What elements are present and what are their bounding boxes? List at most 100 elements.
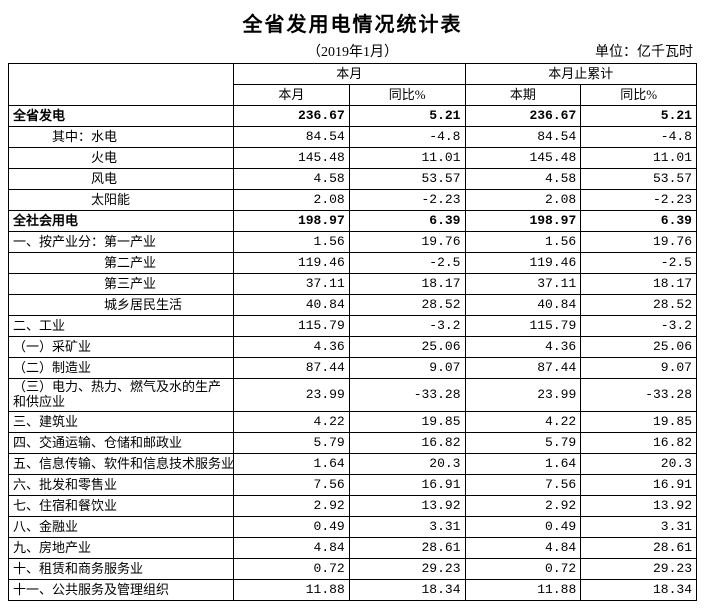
report-title: 全省发用电情况统计表 — [8, 8, 697, 37]
cell-value: 40.84 — [465, 295, 581, 316]
cell-value: 19.85 — [581, 411, 697, 432]
header-group-month: 本月 — [234, 64, 466, 85]
row-label: 三、建筑业 — [9, 411, 234, 432]
row-label: 第二产业 — [9, 253, 234, 274]
table-row: 五、信息传输、软件和信息技术服务业1.6420.31.6420.3 — [9, 453, 697, 474]
cell-value: 7.56 — [234, 474, 350, 495]
cell-value: 6.39 — [581, 211, 697, 232]
table-row: （二）制造业87.449.0787.449.07 — [9, 358, 697, 379]
cell-value: 11.88 — [234, 579, 350, 600]
cell-value: 20.3 — [349, 453, 465, 474]
table-row: 八、金融业0.493.310.493.31 — [9, 516, 697, 537]
header-col-month: 本月 — [234, 85, 350, 106]
cell-value: 0.49 — [465, 516, 581, 537]
cell-value: 119.46 — [234, 253, 350, 274]
table-row: 十一、公共服务及管理组织11.8818.3411.8818.34 — [9, 579, 697, 600]
cell-value: 1.56 — [465, 232, 581, 253]
cell-value: 2.08 — [234, 190, 350, 211]
header-group-cumulative: 本月止累计 — [465, 64, 697, 85]
cell-value: 16.82 — [581, 432, 697, 453]
cell-value: 19.85 — [349, 411, 465, 432]
cell-value: 2.92 — [465, 495, 581, 516]
row-label: 全社会用电 — [9, 211, 234, 232]
cell-value: 20.3 — [581, 453, 697, 474]
header-col-yoy2: 同比% — [581, 85, 697, 106]
row-label: 八、金融业 — [9, 516, 234, 537]
cell-value: 5.79 — [234, 432, 350, 453]
cell-value: 13.92 — [581, 495, 697, 516]
row-label: 火电 — [9, 148, 234, 169]
row-label: 六、批发和零售业 — [9, 474, 234, 495]
row-label: 第三产业 — [9, 274, 234, 295]
table-row: 第三产业37.1118.1737.1118.17 — [9, 274, 697, 295]
header-col-period: 本期 — [465, 85, 581, 106]
cell-value: 145.48 — [465, 148, 581, 169]
cell-value: 1.64 — [234, 453, 350, 474]
table-row: 九、房地产业4.8428.614.8428.61 — [9, 537, 697, 558]
cell-value: 115.79 — [465, 316, 581, 337]
cell-value: 9.07 — [581, 358, 697, 379]
cell-value: 40.84 — [234, 295, 350, 316]
cell-value: -33.28 — [349, 379, 465, 412]
cell-value: 236.67 — [234, 106, 350, 127]
cell-value: 28.52 — [349, 295, 465, 316]
cell-value: 236.67 — [465, 106, 581, 127]
table-row: 全社会用电198.976.39198.976.39 — [9, 211, 697, 232]
cell-value: 16.91 — [349, 474, 465, 495]
header-blank — [9, 64, 234, 106]
table-row: 城乡居民生活40.8428.5240.8428.52 — [9, 295, 697, 316]
cell-value: 7.56 — [465, 474, 581, 495]
cell-value: -3.2 — [349, 316, 465, 337]
cell-value: 11.01 — [349, 148, 465, 169]
cell-value: 4.22 — [234, 411, 350, 432]
cell-value: -3.2 — [581, 316, 697, 337]
cell-value: 11.88 — [465, 579, 581, 600]
cell-value: 16.82 — [349, 432, 465, 453]
cell-value: -33.28 — [581, 379, 697, 412]
table-row: 其中：水电84.54-4.884.54-4.8 — [9, 127, 697, 148]
table-row: （一）采矿业4.3625.064.3625.06 — [9, 337, 697, 358]
table-row: 太阳能2.08-2.232.08-2.23 — [9, 190, 697, 211]
row-label: 九、房地产业 — [9, 537, 234, 558]
cell-value: 23.99 — [234, 379, 350, 412]
cell-value: 84.54 — [465, 127, 581, 148]
cell-value: 4.58 — [234, 169, 350, 190]
cell-value: 0.49 — [234, 516, 350, 537]
table-row: 一、按产业分：第一产业1.5619.761.5619.76 — [9, 232, 697, 253]
cell-value: -2.5 — [349, 253, 465, 274]
row-label: 五、信息传输、软件和信息技术服务业 — [9, 453, 234, 474]
cell-value: 28.52 — [581, 295, 697, 316]
cell-value: 25.06 — [349, 337, 465, 358]
table-row: 风电4.5853.574.5853.57 — [9, 169, 697, 190]
row-label: （一）采矿业 — [9, 337, 234, 358]
row-label: 一、按产业分：第一产业 — [9, 232, 234, 253]
cell-value: 4.84 — [465, 537, 581, 558]
cell-value: 18.17 — [349, 274, 465, 295]
header-col-yoy1: 同比% — [349, 85, 465, 106]
cell-value: 198.97 — [234, 211, 350, 232]
row-label: 全省发电 — [9, 106, 234, 127]
cell-value: -4.8 — [349, 127, 465, 148]
cell-value: 115.79 — [234, 316, 350, 337]
cell-value: -2.23 — [349, 190, 465, 211]
cell-value: 23.99 — [465, 379, 581, 412]
cell-value: 11.01 — [581, 148, 697, 169]
cell-value: 37.11 — [465, 274, 581, 295]
row-label: 七、住宿和餐饮业 — [9, 495, 234, 516]
table-row: 四、交通运输、仓储和邮政业5.7916.825.7916.82 — [9, 432, 697, 453]
cell-value: 18.34 — [349, 579, 465, 600]
cell-value: 3.31 — [349, 516, 465, 537]
row-label: 十、租赁和商务服务业 — [9, 558, 234, 579]
cell-value: 28.61 — [349, 537, 465, 558]
cell-value: 16.91 — [581, 474, 697, 495]
cell-value: 1.64 — [465, 453, 581, 474]
row-label: 四、交通运输、仓储和邮政业 — [9, 432, 234, 453]
table-row: 三、建筑业4.2219.854.2219.85 — [9, 411, 697, 432]
row-label: 风电 — [9, 169, 234, 190]
cell-value: 19.76 — [581, 232, 697, 253]
cell-value: 53.57 — [581, 169, 697, 190]
cell-value: 2.92 — [234, 495, 350, 516]
table-row: 二、工业115.79-3.2115.79-3.2 — [9, 316, 697, 337]
report-subhead: （2019年1月） 单位：亿千瓦时 — [8, 41, 697, 61]
cell-value: 84.54 — [234, 127, 350, 148]
